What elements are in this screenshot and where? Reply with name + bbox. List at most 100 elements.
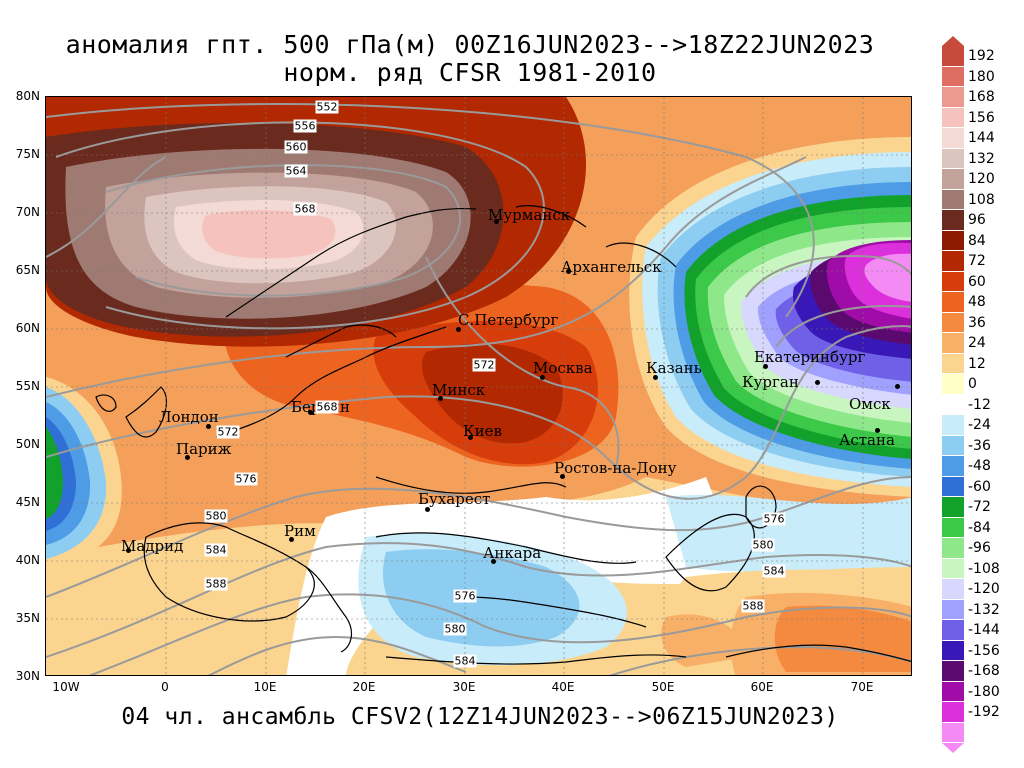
colorbar-tick-label: -120 [968,581,1000,597]
colorbar-cell [942,292,964,313]
colorbar-tick-label: 12 [968,355,986,372]
lat-label-30n: 30N [15,669,40,683]
city-dot [653,375,658,380]
colorbar-cell [942,558,964,579]
anomaly-map: Мурманск Архангельск С.Петербург Москва … [45,96,912,676]
contour-label: 580 [751,538,775,552]
city-label-bucharest: Бухарест [418,490,491,508]
map-title-line-2: норм. ряд CFSR 1981-2010 [283,58,657,87]
colorbar-cell [942,148,964,169]
city-label-arkhangelsk: Архангельск [561,258,662,276]
lat-label-60n: 60N [15,321,40,335]
lat-label-35n: 35N [15,611,40,625]
colorbar-tick-label: 168 [968,89,995,105]
colorbar-tick-label: -96 [968,540,991,556]
anomaly-field [46,97,911,675]
lon-label-0: 0 [161,680,169,694]
contour-label: 576 [453,589,477,603]
city-dot [763,364,768,369]
colorbar-cell [942,251,964,272]
colorbar-cell [942,271,964,292]
colorbar-cell [942,456,964,477]
colorbar-cell [942,538,964,559]
colorbar-cell [942,230,964,251]
colorbar-cell [942,353,964,374]
city-label-minsk: Минск [432,381,486,399]
city-label-moscow: Москва [533,359,593,377]
city-label-kyiv: Киев [463,422,502,440]
city-label-paris: Париж [176,440,232,458]
city-label-astana: Астана [839,431,895,449]
colorbar-tick-label: -180 [968,683,1000,700]
contour-label: 568 [293,202,317,216]
colorbar-cell [942,210,964,231]
colorbar-cell [942,66,964,87]
colorbar-tick-label: 144 [968,130,995,146]
city-dot [494,219,499,224]
contour-label: 564 [284,164,308,178]
contour-label: 556 [293,119,317,133]
contour-label: 584 [204,543,228,557]
colorbar-tick-label: -108 [968,560,1000,577]
city-label-murmansk: Мурманск [488,206,571,224]
colorbar-tick-label: 108 [968,191,995,208]
city-label-ankara: Анкара [483,544,542,562]
city-dot [540,375,545,380]
contour-label: 572 [472,358,496,372]
colorbar-tick-label: -156 [968,642,1000,659]
colorbar-cell [942,517,964,538]
colorbar-tick-label: 72 [968,253,986,269]
colorbar-cell [942,681,964,702]
contour-label: 588 [204,577,228,591]
lat-label-75n: 75N [15,147,40,161]
colorbar-cell [942,87,964,108]
city-label-kazan: Казань [646,359,702,377]
colorbar-cell [942,497,964,518]
city-dot [438,396,443,401]
colorbar-tick-label: 0 [968,376,977,392]
colorbar-tick-label: -168 [968,663,1000,679]
colorbar-tick-label: -192 [968,704,1000,720]
city-dot [875,428,880,433]
city-dot [895,384,900,389]
colorbar-tick-label: -132 [968,601,1000,618]
colorbar-cell [942,128,964,149]
colorbar-tick-label: -12 [968,396,991,413]
city-dot [566,269,571,274]
colorbar-cell [942,169,964,190]
colorbar-tick-label: 96 [968,212,986,228]
city-label-london: Лондон [159,408,219,426]
city-label-yekaterinburg: Екатеринбург [754,348,866,366]
colorbar-cell [942,620,964,641]
city-label-rostov: Ростов-на-Дону [554,459,677,477]
city-dot [815,380,820,385]
colorbar-cell [942,415,964,436]
colorbar-tick-label: -144 [968,622,1000,638]
lon-label-10e: 10E [253,680,277,694]
lat-label-55n: 55N [15,379,40,393]
city-dot [425,507,430,512]
city-dot [126,548,131,553]
colorbar-top-arrow [942,36,964,46]
lon-label-70e: 70E [850,680,874,694]
contour-label: 588 [741,599,765,613]
contour-label: 560 [284,140,308,154]
city-dot [468,435,473,440]
city-dot [185,455,190,460]
colorbar-cell [942,476,964,497]
city-dot [289,537,294,542]
colorbar-tick-label: 180 [968,68,995,85]
colorbar-tick-label: -84 [968,519,991,536]
lon-label-10w: 10W [52,680,80,694]
colorbar-tick-label: 120 [968,171,995,187]
colorbar-bottom-arrow [942,743,964,753]
city-dot [206,424,211,429]
lat-label-70n: 70N [15,205,40,219]
city-label-kurgan: Курган [742,373,799,391]
colorbar-tick-label: 48 [968,294,986,310]
colorbar-tick-label: -60 [968,478,991,495]
colorbar-cell [942,374,964,395]
colorbar-cell [942,333,964,354]
colorbar-tick-label: 84 [968,232,986,249]
colorbar-cell [942,579,964,600]
